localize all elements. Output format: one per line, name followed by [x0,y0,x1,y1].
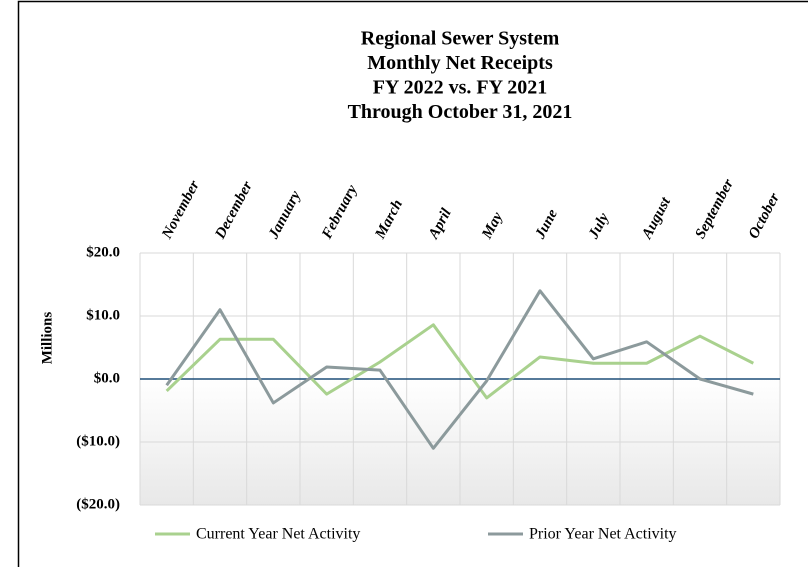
y-tick-label: ($10.0) [76,433,120,449]
x-tick-label: November [159,178,203,242]
series-line [165,289,754,450]
y-tick-label: $0.0 [94,370,120,386]
y-axis-label: Millions [39,312,55,365]
x-tick-label: September [692,176,737,241]
x-tick-label: June [532,206,561,242]
x-tick-label: January [265,188,304,242]
chart-title: Through October 31, 2021 [348,101,573,123]
x-tick-label: October [746,190,783,241]
y-tick-label: $20.0 [86,244,120,260]
x-tick-label: April [425,205,455,242]
x-tick-label: March [372,197,406,242]
x-tick-label: August [639,194,675,242]
chart-title: Monthly Net Receipts [367,52,553,74]
frame [17,0,808,567]
x-tick-label: July [585,210,612,242]
y-tick-label: ($20.0) [76,496,120,512]
legend-label: Current Year Net Activity [196,526,360,543]
y-tick-label: $10.0 [86,307,120,323]
legend-label: Prior Year Net Activity [529,526,677,543]
chart-title: FY 2022 vs. FY 2021 [373,77,548,99]
series-line [165,323,755,400]
x-tick-label: December [212,179,256,243]
x-tick-label: May [479,209,507,242]
chart-title: Regional Sewer System [361,28,560,50]
x-tick-label: February [319,182,361,242]
